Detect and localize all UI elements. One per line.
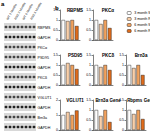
svg-text:1: 1 xyxy=(89,108,91,112)
svg-text:GAPDH: GAPDH xyxy=(38,106,51,110)
svg-text:0.5: 0.5 xyxy=(86,118,91,122)
svg-text:0: 0 xyxy=(89,38,91,42)
svg-text:1.5: 1.5 xyxy=(86,98,91,102)
svg-text:1.5: 1.5 xyxy=(53,53,58,57)
svg-text:3 month R6/2: 3 month R6/2 xyxy=(134,17,150,21)
svg-text:PKCδ: PKCδ xyxy=(38,76,47,80)
svg-text:0.5: 0.5 xyxy=(86,28,91,32)
svg-text:0: 0 xyxy=(122,83,124,87)
svg-text:6 month R6/2: 6 month R6/2 xyxy=(134,29,150,33)
svg-text:1: 1 xyxy=(56,63,58,67)
svg-text:1.5: 1.5 xyxy=(119,98,124,102)
svg-text:VGLUT1: VGLUT1 xyxy=(66,98,84,103)
svg-text:PSD95: PSD95 xyxy=(38,56,49,60)
svg-text:WT 6 Months: WT 6 Months xyxy=(21,3,34,21)
svg-text:R6/2 3 Months: R6/2 3 Months xyxy=(13,1,27,21)
svg-text:0: 0 xyxy=(56,83,58,87)
svg-text:0: 0 xyxy=(89,128,91,132)
svg-text:Brn3a Gene: Brn3a Gene xyxy=(95,98,121,103)
svg-text:GAPDH: GAPDH xyxy=(38,86,51,90)
svg-text:GAPDH: GAPDH xyxy=(38,36,51,40)
svg-text:WT 3 Months: WT 3 Months xyxy=(5,3,18,21)
svg-text:1: 1 xyxy=(122,108,124,112)
svg-text:2: 2 xyxy=(56,98,58,102)
svg-text:a: a xyxy=(1,1,5,7)
svg-text:1: 1 xyxy=(89,63,91,67)
svg-text:0.5: 0.5 xyxy=(53,73,58,77)
svg-text:RBPMS: RBPMS xyxy=(38,26,51,30)
svg-text:1: 1 xyxy=(56,18,58,22)
svg-text:Brn3a: Brn3a xyxy=(38,116,48,120)
svg-text:b: b xyxy=(55,5,59,11)
svg-text:RBPMS: RBPMS xyxy=(67,8,83,13)
svg-text:0: 0 xyxy=(56,128,58,132)
svg-text:1.5: 1.5 xyxy=(86,53,91,57)
svg-text:1.5: 1.5 xyxy=(86,8,91,12)
svg-text:PKCα: PKCα xyxy=(38,46,47,50)
svg-text:0.5: 0.5 xyxy=(86,73,91,77)
svg-text:0.5: 0.5 xyxy=(119,118,124,122)
svg-text:R6/2 6 Months: R6/2 6 Months xyxy=(29,1,42,20)
svg-text:PKCα: PKCα xyxy=(102,8,115,13)
svg-text:1: 1 xyxy=(89,18,91,22)
svg-text:VGLUT1: VGLUT1 xyxy=(38,96,52,100)
svg-text:Brn3a: Brn3a xyxy=(135,53,148,58)
svg-text:0: 0 xyxy=(56,38,58,42)
svg-text:1: 1 xyxy=(56,113,58,117)
svg-text:1.5: 1.5 xyxy=(119,53,124,57)
svg-text:PKCδ: PKCδ xyxy=(102,53,115,58)
svg-text:PSD95: PSD95 xyxy=(68,53,83,58)
svg-text:Rbpms Gene: Rbpms Gene xyxy=(127,98,150,103)
svg-text:3 month WT: 3 month WT xyxy=(134,11,150,15)
svg-text:GAPDH: GAPDH xyxy=(38,66,51,70)
svg-text:6 month WT: 6 month WT xyxy=(134,23,150,27)
svg-text:0: 0 xyxy=(89,83,91,87)
svg-text:GAPDH: GAPDH xyxy=(38,126,51,130)
svg-text:0.5: 0.5 xyxy=(53,28,58,32)
svg-text:0: 0 xyxy=(122,128,124,132)
svg-text:1: 1 xyxy=(122,63,124,67)
svg-text:0.5: 0.5 xyxy=(119,73,124,77)
